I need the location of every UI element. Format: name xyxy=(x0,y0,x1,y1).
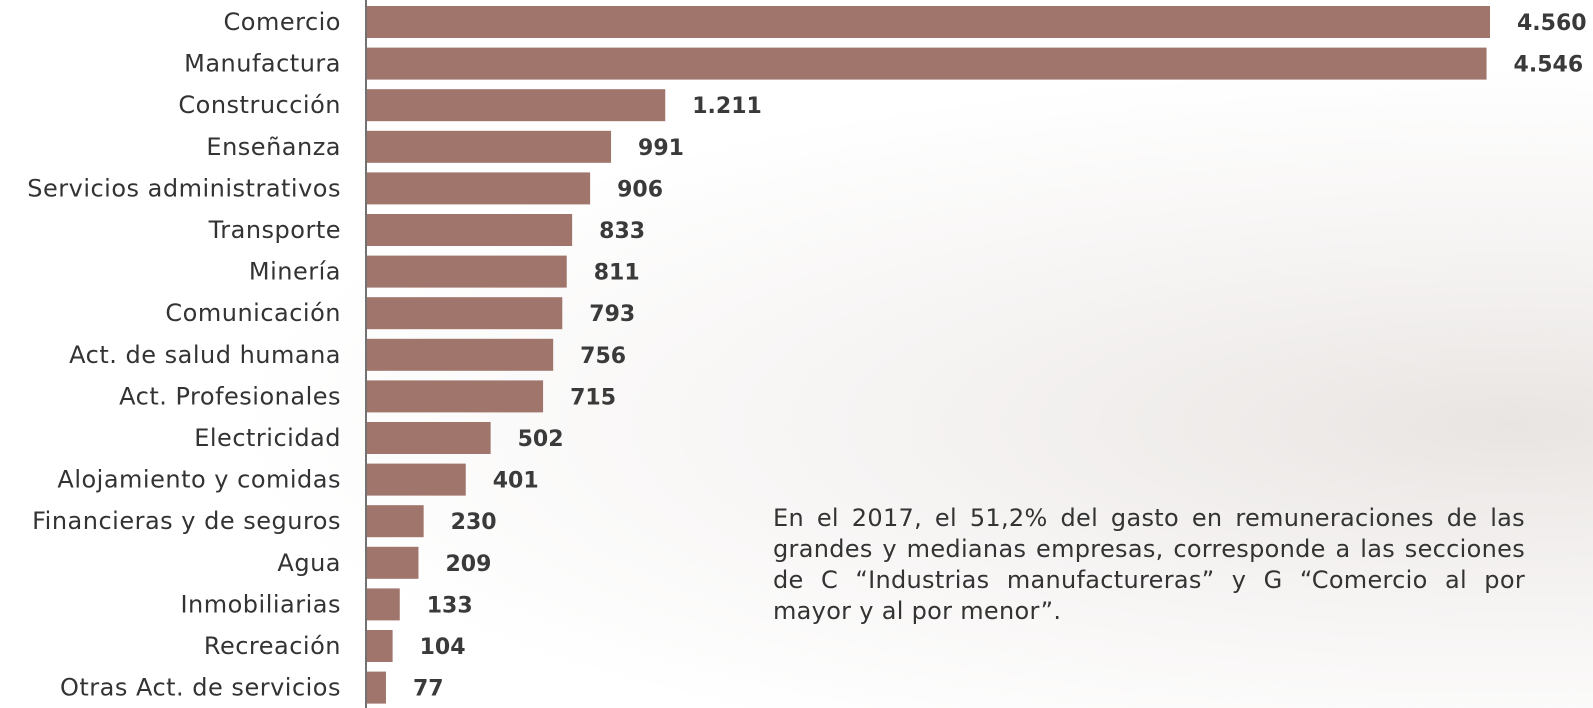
bar-15 xyxy=(367,630,393,662)
bar-0 xyxy=(367,6,1490,38)
value-label: 793 xyxy=(589,302,635,327)
category-label: Comercio xyxy=(224,8,341,36)
category-label: Minería xyxy=(249,258,341,286)
value-label: 77 xyxy=(413,677,444,702)
category-label: Recreación xyxy=(204,632,341,660)
value-label: 715 xyxy=(570,385,616,410)
value-label: 209 xyxy=(445,552,491,577)
value-label: 811 xyxy=(594,261,640,286)
bar-11 xyxy=(367,463,466,496)
category-label: Act. de salud humana xyxy=(69,341,341,369)
category-label: Servicios administrativos xyxy=(27,174,341,202)
value-label: 104 xyxy=(420,635,466,660)
bar-4 xyxy=(367,172,591,205)
bar-2 xyxy=(367,89,666,122)
category-label: Alojamiento y comidas xyxy=(57,466,341,494)
value-label: 502 xyxy=(518,427,564,452)
value-label: 4.546 xyxy=(1514,53,1584,78)
value-label: 230 xyxy=(451,510,497,535)
bar-1 xyxy=(367,47,1487,80)
value-label: 991 xyxy=(638,136,684,161)
bar-12 xyxy=(367,505,424,538)
bar-16 xyxy=(367,671,386,704)
bar-6 xyxy=(367,255,567,288)
category-label: Manufactura xyxy=(184,50,341,78)
value-label: 401 xyxy=(493,469,539,494)
category-label: Transporte xyxy=(208,216,341,244)
value-label: 4.560 xyxy=(1517,11,1587,36)
category-label: Construcción xyxy=(178,91,341,119)
labels-layer: Comercio 4.560 Manufactura 4.546 Construcció… xyxy=(27,8,1586,702)
bar-13 xyxy=(367,546,419,579)
category-label: Comunicación xyxy=(165,299,341,327)
category-label: Otras Act. de servicios xyxy=(60,674,341,702)
bars-layer xyxy=(367,6,1490,704)
category-label: Electricidad xyxy=(194,424,341,452)
value-label: 906 xyxy=(617,177,663,202)
bar-14 xyxy=(367,588,400,621)
category-label: Financieras y de seguros xyxy=(32,507,341,535)
category-label: Enseñanza xyxy=(206,133,341,161)
bar-3 xyxy=(367,130,612,163)
value-label: 756 xyxy=(580,344,626,369)
value-label: 133 xyxy=(427,593,473,618)
category-label: Act. Profesionales xyxy=(119,382,341,410)
value-label: 833 xyxy=(599,219,645,244)
bar-9 xyxy=(367,380,544,413)
bar-5 xyxy=(367,214,573,246)
category-label: Inmobiliarias xyxy=(180,590,341,618)
bar-10 xyxy=(367,422,491,454)
category-label: Agua xyxy=(277,549,341,577)
value-label: 1.211 xyxy=(692,94,762,119)
bar-8 xyxy=(367,338,554,371)
chart-annotation: En el 2017, el 51,2% del gasto en remune… xyxy=(773,504,1525,625)
bar-7 xyxy=(367,297,563,330)
